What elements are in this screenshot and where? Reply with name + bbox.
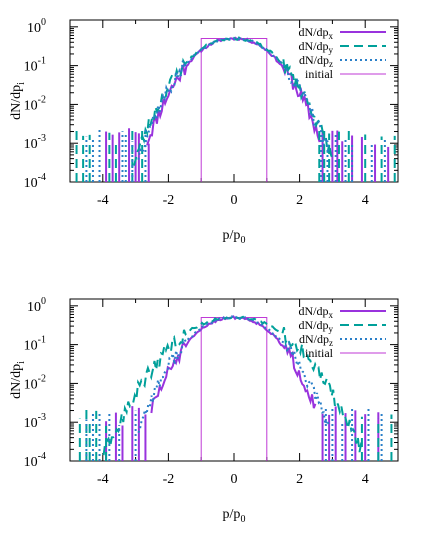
y-axis-label: dN/dpi <box>9 82 27 120</box>
x-tick-label: -2 <box>163 472 175 487</box>
legend-label: dN/dpy <box>299 318 334 334</box>
legend-label-sub: y <box>329 45 334 55</box>
plot-area <box>75 36 396 182</box>
y-tick-label: 100 <box>27 17 46 36</box>
x-tick-label: -2 <box>163 193 175 208</box>
y-tick-exponent: -1 <box>38 56 46 67</box>
y-tick-exponent: -3 <box>38 133 46 144</box>
plot-frame <box>69 298 399 462</box>
y-tick-base: 10 <box>24 98 38 113</box>
x-axis-label-main: p/p <box>223 228 241 243</box>
series-py <box>102 315 365 456</box>
x-tick-label: 4 <box>362 193 369 208</box>
y-tick-exponent: -1 <box>38 335 46 346</box>
y-tick-base: 10 <box>24 377 38 392</box>
legend-label: dN/dpz <box>299 53 333 69</box>
y-tick-base: 10 <box>27 21 41 36</box>
legend-label: dN/dpz <box>299 332 333 348</box>
legend-label-main: initial <box>305 346 334 360</box>
x-tick-label: 0 <box>231 472 238 487</box>
y-axis-label-sub: i <box>16 82 27 85</box>
x-tick-label: -4 <box>97 472 109 487</box>
series-px <box>150 315 317 414</box>
y-tick-label: 10-3 <box>24 412 46 431</box>
legend-label-sub: x <box>329 310 334 320</box>
x-axis-label-main: p/p <box>223 507 241 522</box>
y-axis-label-sub: i <box>16 361 27 364</box>
y-tick-exponent: -3 <box>38 412 46 423</box>
legend-label: dN/dpy <box>299 39 334 55</box>
y-tick-label: 10-2 <box>24 373 46 392</box>
y-tick-base: 10 <box>24 455 38 470</box>
plot-area <box>78 315 393 461</box>
y-tick-label: 10-2 <box>24 94 46 113</box>
y-tick-label: 10-4 <box>24 172 46 191</box>
y-axis-label: dN/dpi <box>9 361 27 399</box>
legend-label: initial <box>305 67 334 81</box>
legend-label-main: dN/dp <box>299 39 329 53</box>
legend-label-sub: z <box>329 59 333 69</box>
legend-label-main: dN/dp <box>299 304 329 318</box>
x-tick-label: 2 <box>296 193 303 208</box>
y-tick-exponent: -4 <box>38 172 46 183</box>
x-tick-label: 2 <box>296 472 303 487</box>
y-tick-label: 10-1 <box>24 335 46 354</box>
legend-label-main: dN/dp <box>299 25 329 39</box>
y-tick-exponent: -4 <box>38 451 46 462</box>
legend-label-main: dN/dp <box>299 318 329 332</box>
y-tick-base: 10 <box>24 176 38 191</box>
series-px <box>146 36 322 146</box>
series-pz <box>137 36 330 160</box>
x-axis-label: p/p0 <box>223 228 246 246</box>
y-tick-exponent: 0 <box>41 17 46 28</box>
x-axis-label-sub: 0 <box>240 514 245 525</box>
y-tick-exponent: 0 <box>41 296 46 307</box>
legend-label: initial <box>305 346 334 360</box>
y-tick-base: 10 <box>24 137 38 152</box>
legend-label-main: dN/dp <box>299 332 329 346</box>
series-initial <box>200 38 268 182</box>
y-tick-label: 10-3 <box>24 133 46 152</box>
y-tick-label: 100 <box>27 296 46 315</box>
series-initial <box>200 317 268 461</box>
x-axis-label-sub: 0 <box>240 235 245 246</box>
legend-label: dN/dpx <box>299 25 334 41</box>
legend-label-main: initial <box>305 67 334 81</box>
y-tick-label: 10-1 <box>24 56 46 75</box>
y-axis-label-main: dN/dp <box>9 85 24 120</box>
y-tick-base: 10 <box>24 339 38 354</box>
y-tick-base: 10 <box>24 60 38 75</box>
x-tick-label: 0 <box>231 193 238 208</box>
legend-label-sub: x <box>329 31 334 41</box>
y-tick-exponent: -2 <box>38 373 46 384</box>
y-tick-exponent: -2 <box>38 94 46 105</box>
x-axis-label: p/p0 <box>223 507 246 525</box>
y-tick-base: 10 <box>24 416 38 431</box>
legend-label-sub: z <box>329 338 333 348</box>
y-tick-label: 10-4 <box>24 451 46 470</box>
x-tick-label: 4 <box>362 472 369 487</box>
y-tick-base: 10 <box>27 300 41 315</box>
legend-label-sub: y <box>329 324 334 334</box>
legend-label: dN/dpx <box>299 304 334 320</box>
x-tick-label: -4 <box>97 193 109 208</box>
y-axis-label-main: dN/dp <box>9 364 24 399</box>
legend-label-main: dN/dp <box>299 53 329 67</box>
